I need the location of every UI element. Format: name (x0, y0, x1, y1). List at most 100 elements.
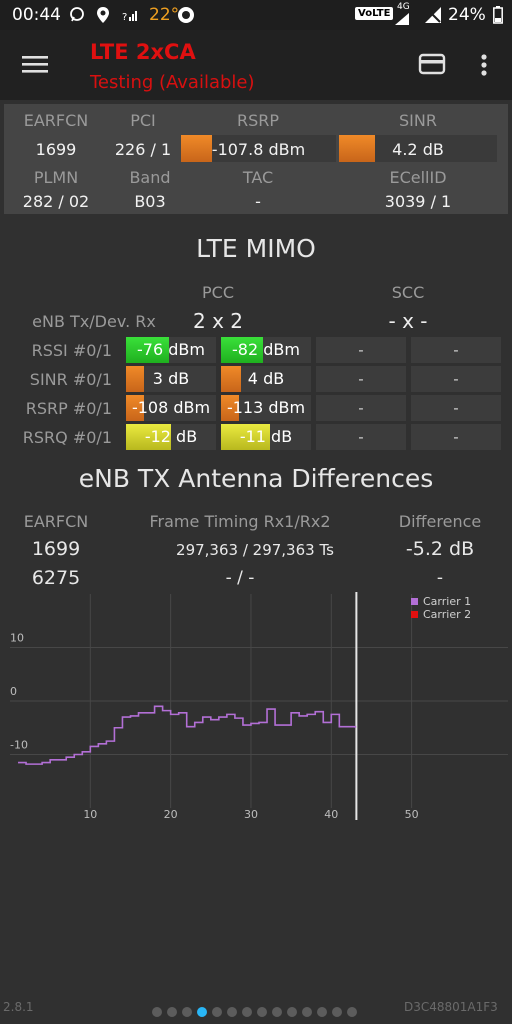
mimo-pcc-value: -12 dB (144, 427, 198, 446)
mimo-pcc-value: -113 dBm (226, 398, 306, 417)
page-dot[interactable] (227, 1007, 237, 1017)
x-tick-label: 20 (164, 808, 178, 821)
ecellid-value: 3039 / 1 (384, 192, 452, 211)
clock: 00:44 (12, 5, 61, 25)
sim-card-icon[interactable] (418, 52, 446, 76)
page-dot[interactable] (152, 1007, 162, 1017)
hamburger-menu-icon[interactable] (22, 54, 48, 74)
mimo-row-label: RSRQ #0/1 (22, 428, 112, 447)
antenna-earfcn-1: 1699 (31, 538, 81, 560)
pci-value: 226 / 1 (114, 140, 172, 159)
page-dot[interactable] (287, 1007, 297, 1017)
mimo-pcc-value: 4 dB (247, 369, 285, 388)
mimo-scc-cell: - (411, 366, 501, 392)
earfcn-header: EARFCN (23, 111, 89, 130)
mimo-pcc-cell: -11 dB (221, 424, 311, 450)
mimo-pcc-cell: -82 dBm (221, 337, 311, 363)
antenna-difference-2: - (436, 568, 444, 588)
page-dot[interactable] (182, 1007, 192, 1017)
antenna-timing-header: Frame Timing Rx1/Rx2 (149, 512, 331, 531)
page-dot[interactable] (302, 1007, 312, 1017)
antenna-earfcn-2: 6275 (31, 567, 81, 589)
page-title: LTE 2xCA (90, 40, 196, 64)
page-dot[interactable] (347, 1007, 357, 1017)
app-bar (0, 30, 512, 100)
no-signal-icon (425, 7, 441, 23)
page-dot[interactable] (167, 1007, 177, 1017)
tac-header: TAC (242, 168, 274, 187)
more-vert-icon[interactable] (478, 52, 490, 78)
svg-text:?: ? (122, 12, 127, 22)
mimo-pcc-value: -76 dBm (137, 340, 205, 359)
txrx-label: eNB Tx/Dev. Rx (32, 312, 156, 331)
legend-swatch (411, 598, 418, 605)
x-tick-label: 50 (405, 808, 419, 821)
scc-mode: - x - (388, 309, 428, 333)
mimo-scc-cell: - (316, 337, 406, 363)
pcc-mode: 2 x 2 (193, 309, 243, 333)
mimo-meter-fill (126, 395, 144, 421)
mimo-scc-cell: - (316, 395, 406, 421)
x-tick-label: 10 (83, 808, 97, 821)
mimo-row-label: RSRP #0/1 (25, 399, 112, 418)
antenna-difference-1: -5.2 dB (405, 538, 475, 560)
location-icon (97, 7, 109, 23)
version-label: 2.8.1 (3, 1000, 34, 1014)
mimo-title: LTE MIMO (196, 234, 316, 263)
mimo-pcc-cell: 4 dB (221, 366, 311, 392)
earfcn-value: 1699 (35, 140, 77, 159)
page-indicator[interactable] (152, 1002, 362, 1021)
sinr-meter-fill (339, 135, 376, 162)
status-bar: 00:44 ? 22° VoLTE 4G 24% (0, 0, 512, 30)
y-tick-label: 10 (10, 632, 24, 645)
mimo-pcc-cell: -76 dBm (126, 337, 216, 363)
legend-label: Carrier 1 (423, 595, 471, 608)
sinr-meter (339, 135, 497, 162)
mimo-pcc-cell: -113 dBm (221, 395, 311, 421)
temperature: 22° (149, 5, 180, 25)
legend-label: Carrier 2 (423, 608, 471, 621)
plmn-header: PLMN (33, 168, 79, 187)
mimo-pcc-value: -11 dB (239, 427, 293, 446)
ecellid-header: ECellID (389, 168, 447, 187)
mimo-meter-fill (221, 366, 241, 392)
network-type: 4G (397, 2, 410, 12)
data-signal-icon (395, 13, 409, 25)
page-dot[interactable] (212, 1007, 222, 1017)
page-dot[interactable] (257, 1007, 267, 1017)
volte-badge: VoLTE (355, 7, 394, 20)
page-dot[interactable] (242, 1007, 252, 1017)
sinr-value: 4.2 dB (392, 140, 444, 159)
whatsapp-icon (70, 7, 84, 22)
page-subtitle: Testing (Available) (90, 72, 255, 93)
battery-icon (493, 6, 503, 24)
mimo-pcc-value: 3 dB (152, 369, 190, 388)
y-tick-label: 0 (10, 685, 17, 698)
page-dot[interactable] (272, 1007, 282, 1017)
antenna-earfcn-header: EARFCN (23, 512, 89, 531)
mimo-scc-cell: - (411, 424, 501, 450)
mimo-meter-fill (221, 395, 239, 421)
antenna-difference-header: Difference (398, 512, 482, 531)
y-tick-label: -10 (10, 739, 28, 752)
tac-value: - (255, 192, 261, 211)
legend-swatch (411, 611, 418, 618)
plmn-value: 282 / 02 (22, 192, 90, 211)
page-dot[interactable] (317, 1007, 327, 1017)
mimo-row-label: RSSI #0/1 (31, 341, 112, 360)
antenna-timing-2: - / - (225, 568, 255, 588)
mimo-scc-cell: - (316, 366, 406, 392)
mimo-row-label: SINR #0/1 (29, 370, 112, 389)
antenna-timing-1: 297,363 / 297,363 Ts (176, 541, 334, 559)
battery-percent: 24% (448, 5, 486, 25)
antenna-title: eNB TX Antenna Differences (78, 464, 434, 493)
mimo-meter-fill (221, 424, 270, 450)
x-tick-label: 30 (244, 808, 258, 821)
mimo-pcc-value: -82 dBm (232, 340, 300, 359)
pci-header: PCI (130, 111, 156, 130)
page-dot[interactable] (197, 1007, 207, 1017)
mimo-scc-cell: - (316, 424, 406, 450)
page-dot[interactable] (332, 1007, 342, 1017)
band-value: B03 (134, 192, 166, 211)
